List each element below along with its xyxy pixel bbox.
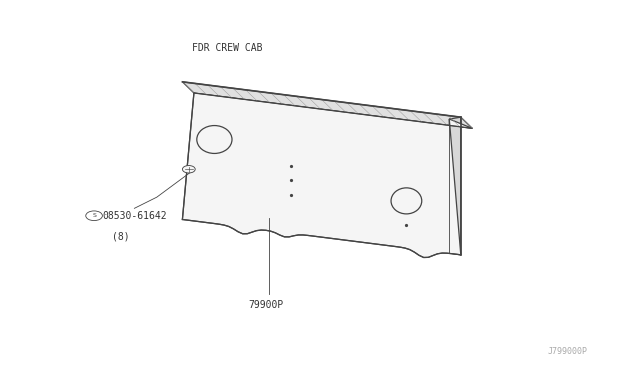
Text: FDR CREW CAB: FDR CREW CAB — [192, 44, 262, 53]
Text: (8): (8) — [112, 231, 130, 241]
Text: S: S — [92, 213, 96, 218]
Text: J799000P: J799000P — [547, 347, 588, 356]
Circle shape — [86, 211, 102, 221]
Text: 08530-61642: 08530-61642 — [102, 211, 167, 221]
Ellipse shape — [197, 126, 232, 153]
Polygon shape — [182, 82, 472, 128]
Polygon shape — [182, 93, 472, 257]
Circle shape — [182, 166, 195, 173]
Text: 79900P: 79900P — [248, 300, 284, 310]
Ellipse shape — [391, 188, 422, 214]
Polygon shape — [449, 117, 461, 255]
